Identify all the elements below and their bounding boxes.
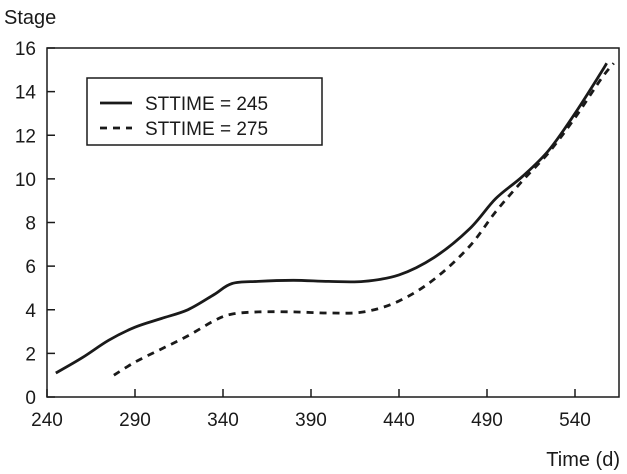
- series-line-1: [55, 62, 608, 375]
- y-tick-label: 16: [15, 39, 36, 60]
- series-layer: [55, 62, 615, 377]
- x-tick-label: 240: [31, 410, 63, 431]
- series-line-2: [113, 62, 615, 377]
- legend-label-2: STTIME = 275: [145, 119, 268, 140]
- y-axis-title: Stage: [4, 7, 56, 29]
- x-tick-label: 290: [119, 410, 151, 431]
- y-tick-label: 4: [25, 301, 36, 322]
- x-tick-label: 540: [559, 410, 591, 431]
- y-tick-label: 14: [15, 83, 37, 104]
- x-tick-label: 490: [471, 410, 503, 431]
- legend-label-1: STTIME = 245: [145, 94, 268, 115]
- y-tick-label: 10: [15, 170, 36, 191]
- y-axis: 0 2 4 6 8 10 12 14 16: [15, 39, 55, 409]
- y-tick-label: 6: [25, 257, 36, 278]
- x-axis-title: Time (d): [546, 449, 620, 471]
- y-tick-label: 0: [25, 388, 36, 409]
- legend-box: [86, 77, 323, 146]
- x-tick-label: 340: [207, 410, 239, 431]
- x-axis: 240 290 340 390 440 490 540: [31, 389, 591, 431]
- legend: STTIME = 245 STTIME = 275: [86, 77, 323, 146]
- x-tick-label: 390: [295, 410, 327, 431]
- y-tick-label: 8: [25, 214, 36, 235]
- x-tick-label: 440: [383, 410, 415, 431]
- y-tick-label: 12: [15, 126, 36, 147]
- y-tick-label: 2: [25, 344, 36, 365]
